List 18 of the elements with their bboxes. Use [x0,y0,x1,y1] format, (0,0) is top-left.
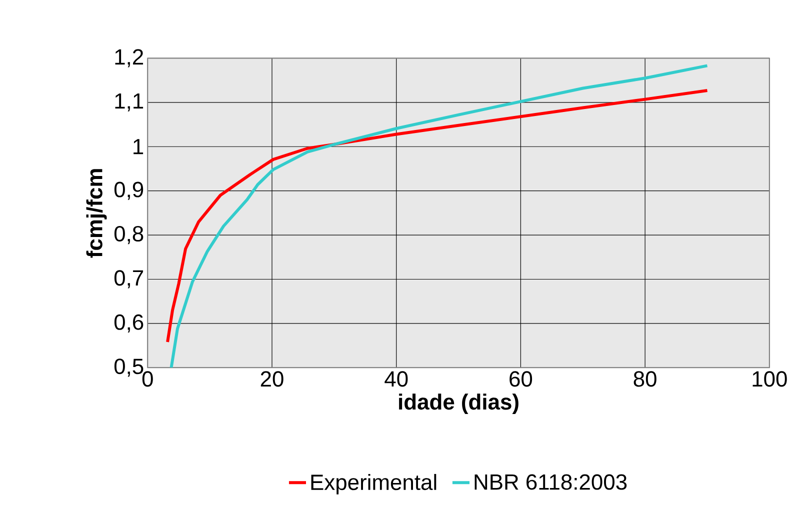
y-tick-label: 0,8 [114,226,144,244]
x-tick-label: 80 [634,370,656,387]
x-tick-label: 60 [510,370,532,387]
legend-label: Experimental [311,474,436,494]
x-tick-label: 40 [384,370,408,387]
y-tick-label: 0,5 [114,358,144,377]
y-tick-label: 0,9 [114,182,144,200]
x-tick-label: 20 [260,370,284,387]
x-axis-title: idade (dias) [399,393,518,414]
y-tick-label: 1,1 [115,93,144,112]
y-tick-label: 1 [134,138,144,154]
y-tick-label: 1,2 [115,48,144,68]
x-tick-label: 100 [752,370,787,387]
y-axis-title: fcmj/fcm [86,168,107,258]
x-tick-label: 0 [142,370,153,387]
y-tick-label: 0,6 [114,314,144,332]
legend-label: NBR 6118:2003 [474,474,627,490]
y-tick-label: 0,7 [114,270,144,288]
